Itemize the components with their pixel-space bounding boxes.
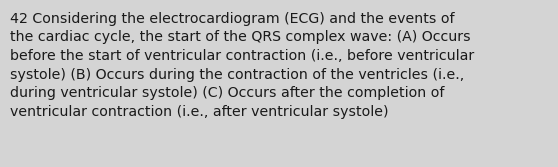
Text: 42 Considering the electrocardiogram (ECG) and the events of
the cardiac cycle, : 42 Considering the electrocardiogram (EC… bbox=[10, 12, 474, 119]
